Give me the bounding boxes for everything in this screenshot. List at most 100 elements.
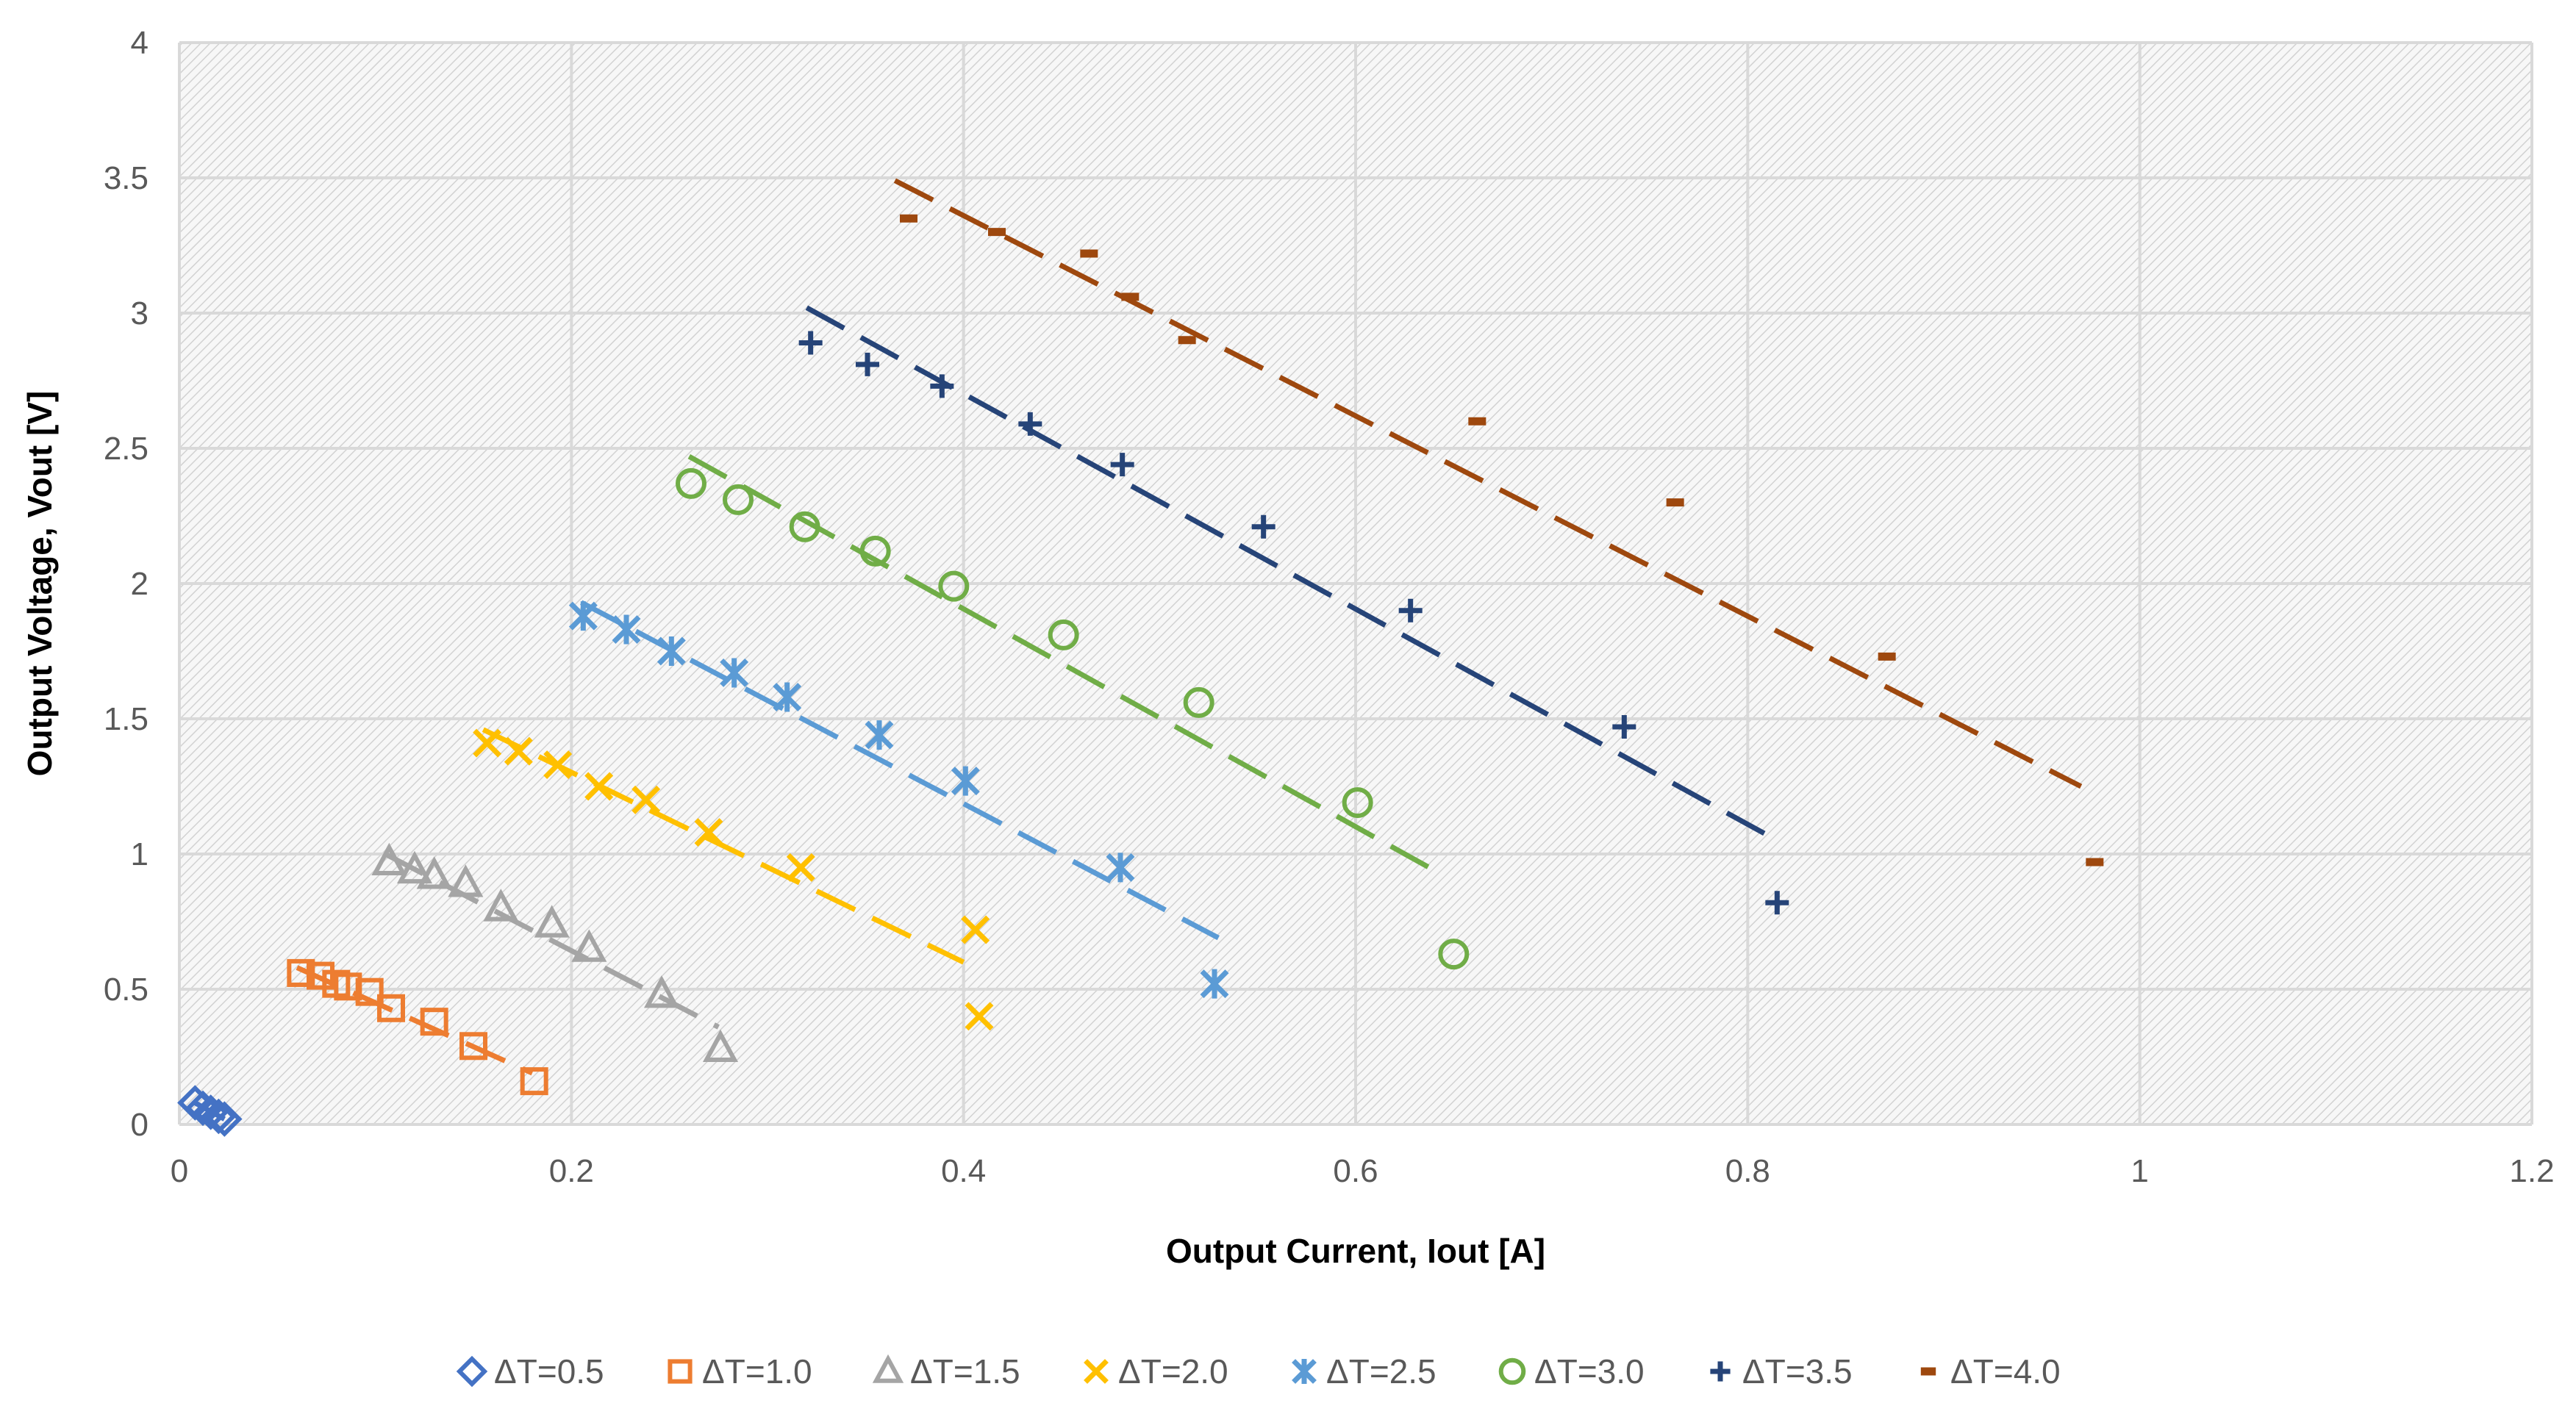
legend-label: ΔT=1.0 [702,1352,812,1391]
diamond-shape [456,1355,488,1388]
legend-label: ΔT=2.5 [1326,1352,1437,1391]
data-point-marker [1200,969,1229,999]
series-4 [473,728,994,1031]
data-point-marker [520,1067,548,1096]
square-shape [307,961,334,990]
trendline-6 [687,453,1436,873]
triangle-shape [448,864,484,897]
legend-label: ΔT=1.5 [910,1352,1020,1391]
circle-shape [1183,686,1214,718]
square-shape [355,977,384,1006]
data-point-marker [307,961,334,990]
triangle-shape [643,975,680,1008]
x-stroke [504,736,533,766]
data-point-marker [1438,939,1470,970]
data-point-marker [694,818,723,847]
x-tick-label: 0.6 [1333,1153,1378,1189]
data-point-marker [656,636,686,666]
x-stroke [632,785,661,814]
legend-item-7: ΔT=3.5 [1710,1352,1853,1391]
triangle-shape [396,850,433,884]
data-point-marker [1342,787,1373,819]
gridlines [178,41,2533,1126]
data-point-marker [483,889,519,922]
y-tick-label: 3 [131,295,149,331]
square-shape [287,958,315,987]
data-point-marker [668,1359,693,1384]
x-tick-label: 1.2 [2509,1153,2554,1189]
data-point-marker [568,601,598,631]
circle-shape [789,511,820,542]
data-point-marker [676,467,706,499]
data-point-marker [786,853,815,882]
data-point-marker [951,766,980,796]
diamond-shape [185,1090,221,1127]
triangle-shape [872,1354,904,1383]
circle-shape [938,570,970,602]
triangle-shape [416,856,452,889]
legend-label: ΔT=2.0 [1118,1352,1228,1391]
legend-label: ΔT=4.0 [1950,1352,2061,1391]
trendline-8 [893,178,2083,789]
legend-item-3: ΔT=1.5 [872,1352,1020,1391]
data-point-marker [1048,619,1079,650]
data-point-marker [961,915,990,944]
x-axis-title: Output Current, Iout [A] [1166,1232,1545,1270]
data-point-marker [543,750,573,780]
data-point-marker [355,977,384,1006]
legend-label: ΔT=3.5 [1742,1352,1853,1391]
circle-shape [1438,939,1470,970]
legend-item-5: ΔT=2.5 [1292,1352,1437,1391]
data-point-marker [1292,1359,1317,1384]
legend-item-2: ΔT=1.0 [668,1352,812,1391]
y-tick-label: 2.5 [104,431,149,467]
square-shape [377,994,405,1022]
legend: ΔT=0.5 ΔT=1.0 ΔT=1.5 ΔT=2.0 ΔT=2.5 ΔT=3.0 ΔT=3… [456,1352,2061,1391]
legend-item-6: ΔT=3.0 [1498,1352,1645,1391]
x-tick-label: 0.4 [941,1153,986,1189]
data-point-marker [371,842,407,876]
trendline-2 [296,965,534,1076]
x-stroke [1084,1359,1109,1384]
data-point-marker [201,1098,237,1135]
data-point-marker [965,1002,994,1031]
series-7 [798,331,1789,915]
data-point-marker [930,374,954,398]
data-point-marker [859,535,891,567]
square-shape [420,1008,448,1036]
data-point-marker [612,614,641,645]
data-point-marker [504,736,533,766]
circle-shape [1498,1357,1526,1385]
data-point-marker [584,772,614,801]
y-tick-label: 2 [131,566,149,602]
data-point-marker [789,511,820,542]
x-tick-label: 0 [171,1153,188,1189]
y-tick-label: 1 [131,836,149,872]
triangle-shape [483,889,519,922]
data-point-marker [643,975,680,1008]
data-point-marker [416,856,452,889]
x-stroke [961,915,990,944]
square-shape [668,1359,693,1384]
data-point-marker [1084,1359,1109,1384]
data-point-marker [1251,514,1276,539]
data-point-marker [856,352,879,376]
data-point-marker [287,958,315,987]
data-point-marker [377,994,405,1022]
data-point-marker [420,1008,448,1036]
series-8 [900,214,2104,867]
x-tick-label: 0.2 [549,1153,594,1189]
triangle-shape [571,929,607,962]
data-point-marker [456,1355,488,1388]
legend-label: ΔT=3.0 [1534,1352,1645,1391]
x-stroke [965,1002,994,1031]
data-point-marker [571,929,607,962]
y-tick-label: 4 [131,25,149,61]
data-point-marker [1110,453,1134,477]
legend-item-4: ΔT=2.0 [1084,1352,1228,1391]
diamond-shape [207,1101,243,1137]
data-point-marker [1183,686,1214,718]
data-point-marker [1498,1357,1526,1385]
